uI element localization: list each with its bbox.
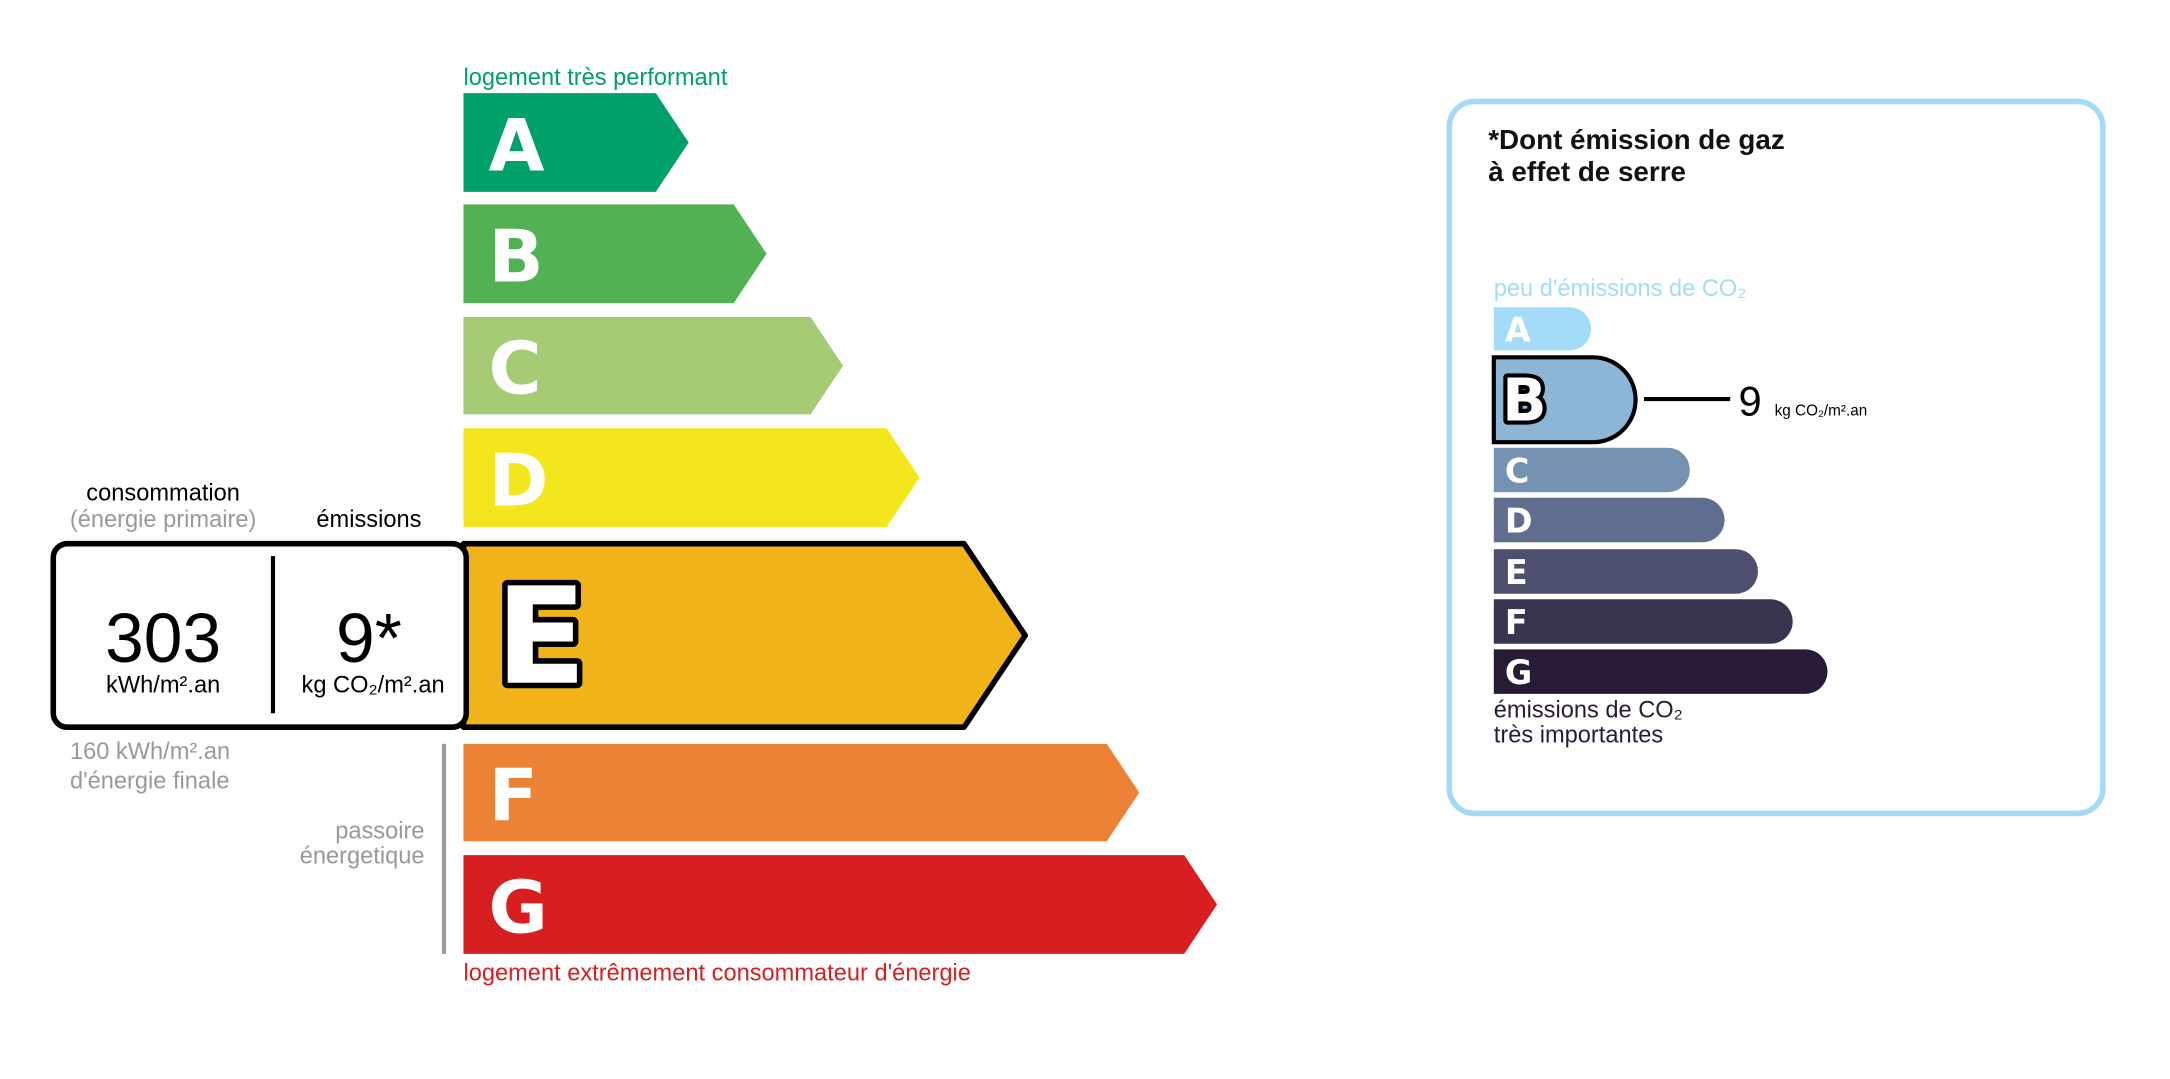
energy-bar-f (463, 743, 1140, 842)
final-energy-label: d'énergie finale (70, 768, 230, 794)
ghg-bar-g (1493, 649, 1828, 694)
ghg-class-d: D (1493, 497, 1725, 543)
energy-class-b: B (463, 204, 767, 304)
ghg-bar-d (1493, 497, 1725, 543)
ghg-bar-a (1493, 307, 1592, 351)
ghg-class-g: G (1493, 649, 1828, 694)
ghg-letter-g: G (1505, 653, 1532, 692)
consumption-unit: kWh/m².an (106, 672, 220, 698)
ghg-letter-f: F (1505, 603, 1528, 642)
ghg-class-b: B (1491, 355, 1638, 445)
energy-bar-b (463, 204, 767, 304)
ghg-letter-c: C (1505, 451, 1529, 490)
ghg-letter-a: A (1505, 310, 1531, 349)
ghg-class-e: E (1493, 549, 1758, 594)
ghg-bar-c (1493, 447, 1690, 493)
consumption-header: consommation (86, 481, 240, 507)
ghg-letter-b: B (1502, 367, 1547, 435)
energy-letter-c: C (488, 328, 541, 412)
energy-class-f: F (463, 743, 1140, 842)
energy-bar-c (463, 317, 844, 415)
energy-letter-a: A (488, 104, 544, 188)
emissions-unit: kg CO₂/m².an (302, 672, 445, 698)
energy-letter-b: B (488, 216, 543, 300)
energy-bar-d (463, 428, 920, 527)
energy-bar-a (463, 93, 689, 192)
energy-bottom-label: logement extrêmement consommateur d'éner… (463, 960, 970, 986)
ghg-top-label: peu d'émissions de CO₂ (1494, 276, 1747, 302)
ghg-class-c: C (1493, 447, 1690, 493)
ghg-unit: kg CO₂/m².an (1775, 403, 1868, 420)
ghg-value: 9 (1739, 378, 1762, 425)
energy-class-d: D (463, 428, 920, 527)
ghg-bottom-label-2: très importantes (1494, 723, 1663, 749)
ghg-letter-e: E (1505, 553, 1528, 592)
value-box (50, 540, 470, 730)
energy-letter-e: E (495, 560, 586, 715)
ghg-bar-e (1493, 549, 1758, 594)
energy-letter-d: D (488, 439, 548, 523)
ghg-bottom-label-1: émissions de CO₂ (1494, 697, 1683, 723)
ghg-class-f: F (1493, 599, 1793, 644)
passoire-label-2: énergetique (300, 843, 425, 869)
consumption-subheader: (énergie primaire) (70, 507, 256, 533)
emissions-header: émissions (316, 507, 421, 533)
final-energy-value: 160 kWh/m².an (70, 739, 230, 765)
energy-bar-g (463, 855, 1218, 954)
energy-class-g: G (463, 855, 1218, 954)
energy-class-c: C (463, 317, 844, 415)
consumption-value: 303 (105, 599, 221, 677)
passoire-label-1: passoire (335, 818, 424, 844)
energy-top-label: logement très performant (463, 65, 727, 91)
ghg-title-2: à effet de serre (1488, 156, 1686, 187)
energy-letter-g: G (488, 866, 547, 950)
ghg-class-a: A (1493, 307, 1592, 351)
energy-letter-f: F (488, 754, 537, 838)
ghg-bar-b (1491, 355, 1638, 445)
emissions-value: 9* (336, 599, 402, 677)
energy-class-a: A (463, 93, 689, 192)
energy-class-e: E (460, 540, 1028, 730)
ghg-title-1: *Dont émission de gaz (1488, 124, 1785, 155)
ghg-letter-d: D (1505, 502, 1533, 541)
ghg-bar-f (1493, 599, 1793, 644)
